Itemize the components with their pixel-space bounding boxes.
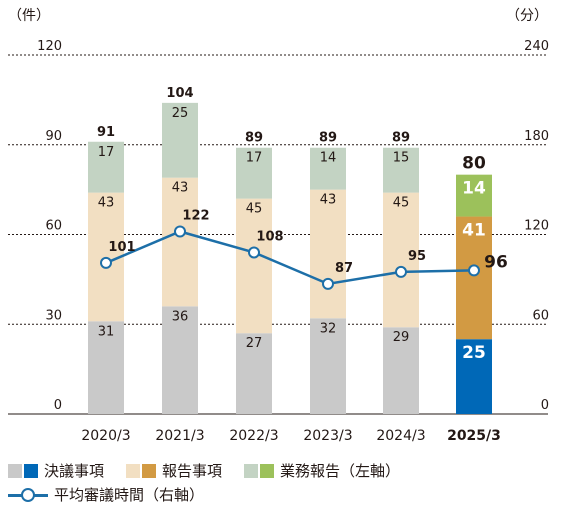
- line-point: [248, 246, 260, 259]
- legend-swatch-resolution-muted: [8, 463, 22, 478]
- category-label: 2023/3: [303, 428, 352, 444]
- bar-segment: [383, 192, 419, 328]
- bar-segment: [236, 198, 272, 334]
- bar-segment: [456, 174, 492, 217]
- line-point: [100, 256, 112, 269]
- bar-segment: [88, 141, 124, 193]
- category-label: 2025/3: [447, 428, 501, 444]
- bar-value-label: 45: [393, 196, 410, 211]
- bar-segment: [383, 327, 419, 414]
- line-value-label: 87: [335, 261, 353, 276]
- bar-segment: [383, 147, 419, 193]
- line-point: [322, 277, 334, 290]
- right-axis-unit: （分）: [506, 8, 548, 24]
- line-point: [468, 264, 480, 277]
- line-value-label: 101: [108, 240, 135, 255]
- bar-value-label: 25: [462, 343, 486, 363]
- legend-line-marker-icon: [8, 487, 48, 502]
- bar-value-label: 31: [98, 324, 115, 339]
- bar-total-label: 91: [97, 125, 115, 140]
- bar-segment: [162, 102, 198, 178]
- bar-segment: [162, 177, 198, 307]
- bar-value-label: 14: [320, 151, 337, 166]
- left-axis-unit: （件）: [8, 8, 50, 24]
- bar-segment: [310, 189, 346, 319]
- bar-value-label: 41: [462, 221, 486, 241]
- bar-segment: [310, 147, 346, 190]
- bar-value-label: 36: [172, 309, 189, 324]
- bar-segment: [88, 321, 124, 414]
- bar-total-label: 89: [319, 131, 337, 146]
- bar-value-label: 43: [320, 193, 337, 208]
- bar-total-label: 89: [245, 131, 263, 146]
- bar-total-label: 104: [166, 86, 193, 101]
- bar-total-label: 80: [462, 154, 486, 174]
- legend-label-report: 報告事項: [162, 462, 223, 480]
- bar-value-label: 15: [393, 151, 410, 166]
- legend-bar-row: 決議事項 報告事項 業務報告（左軸）: [8, 460, 422, 481]
- bar-segment: [456, 216, 492, 340]
- line-point: [174, 225, 186, 238]
- bar-segment: [236, 333, 272, 414]
- bar-segment: [236, 147, 272, 199]
- legend-swatch-business-muted: [244, 463, 259, 478]
- bar-value-label: 25: [172, 106, 189, 121]
- line-value-label: 96: [484, 252, 508, 272]
- bar-value-label: 29: [393, 330, 410, 345]
- bar-value-label: 27: [246, 336, 263, 351]
- right-tick-label: 180: [524, 129, 549, 144]
- legend-label-business: 業務報告（左軸）: [280, 462, 401, 480]
- bar-value-label: 43: [98, 196, 115, 211]
- bar-segment: [310, 318, 346, 414]
- category-label: 2024/3: [376, 428, 425, 444]
- right-tick-label: 120: [524, 219, 549, 234]
- line-value-label: 122: [182, 209, 209, 224]
- right-tick-label: 240: [524, 39, 549, 54]
- left-tick-label: 120: [37, 39, 62, 54]
- bar-value-label: 32: [320, 321, 337, 336]
- legend-label-avg-time: 平均審議時間（右軸）: [54, 486, 205, 504]
- category-label: 2022/3: [229, 428, 278, 444]
- left-tick-label: 30: [45, 308, 62, 323]
- right-tick-label: 60: [532, 308, 549, 323]
- legend-line-row: 平均審議時間（右軸）: [8, 484, 226, 505]
- left-tick-label: 0: [54, 398, 62, 413]
- bar-value-label: 45: [246, 202, 263, 217]
- left-tick-label: 60: [45, 219, 62, 234]
- bar-segment: [456, 339, 492, 414]
- bar-value-label: 17: [98, 145, 115, 160]
- legend-swatch-business-accent: [260, 463, 275, 478]
- category-label: 2021/3: [155, 428, 204, 444]
- avg-time-line: [105, 230, 475, 286]
- legend-swatch-resolution-accent: [24, 463, 38, 478]
- legend-label-resolution: 決議事項: [44, 462, 105, 480]
- legend-swatch-report-muted: [126, 463, 141, 478]
- bar-total-label: 89: [392, 131, 410, 146]
- left-tick-label: 90: [45, 129, 62, 144]
- line-value-label: 95: [408, 249, 426, 264]
- legend-swatch-report-accent: [142, 463, 157, 478]
- bar-segment: [162, 306, 198, 414]
- bar-value-label: 17: [246, 151, 263, 166]
- bar-value-label: 14: [462, 179, 486, 199]
- line-value-label: 108: [256, 229, 283, 244]
- category-label: 2020/3: [81, 428, 130, 444]
- right-tick-label: 0: [541, 398, 549, 413]
- stacked-bar-line-chart: （件） （分） 0 0 30 60 60 120 90 180 120 240 31 43 17 91 2020…: [8, 8, 549, 444]
- line-point: [395, 265, 407, 278]
- bar-value-label: 43: [172, 181, 189, 196]
